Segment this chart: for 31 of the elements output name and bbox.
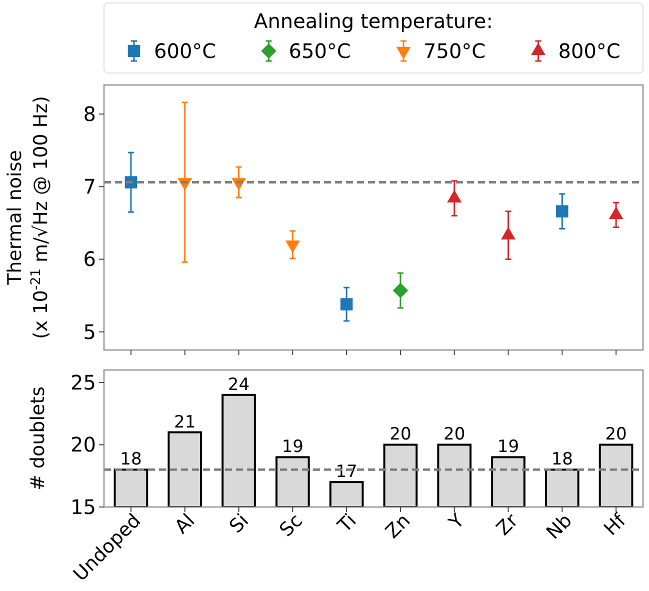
legend-label: 650°C	[288, 39, 351, 63]
data-label: 24	[228, 374, 250, 395]
x-tick-label: Si	[225, 510, 253, 538]
y-tick-label: 5	[83, 320, 96, 344]
y-tick-label: 8	[83, 102, 96, 126]
data-label: 21	[174, 412, 196, 432]
y-axis-title: # doublets	[27, 386, 49, 491]
x-tick-label: Sc	[275, 510, 307, 542]
y-tick-label: 25	[70, 370, 96, 394]
y-tick-label: 15	[70, 495, 96, 519]
data-label: 19	[497, 437, 520, 458]
x-tick-label: Zn	[381, 510, 415, 543]
y-tick-label: 6	[83, 247, 96, 272]
data-label: 20	[605, 424, 627, 445]
data-label: 18	[120, 450, 142, 470]
data-label: 20	[390, 424, 412, 445]
legend-title: Annealing temperature:	[254, 9, 493, 33]
x-tick-label: Ti	[332, 510, 361, 538]
legend-label: 600°C	[154, 39, 216, 63]
data-label: 19	[282, 437, 304, 458]
y-tick-label: 20	[70, 432, 96, 457]
x-tick-label: Al	[170, 510, 200, 538]
legend-label: 800°C	[558, 39, 620, 63]
y-tick-label: 7	[83, 174, 96, 199]
data-label: 20	[444, 424, 466, 445]
x-tick-label: Y	[444, 509, 469, 534]
x-tick-label: Hf	[600, 508, 632, 540]
x-tick-label: Nb	[542, 510, 576, 544]
data-label: 18	[551, 450, 573, 470]
legend-label: 750°C	[424, 39, 486, 63]
x-tick-label: Zr	[492, 510, 523, 540]
